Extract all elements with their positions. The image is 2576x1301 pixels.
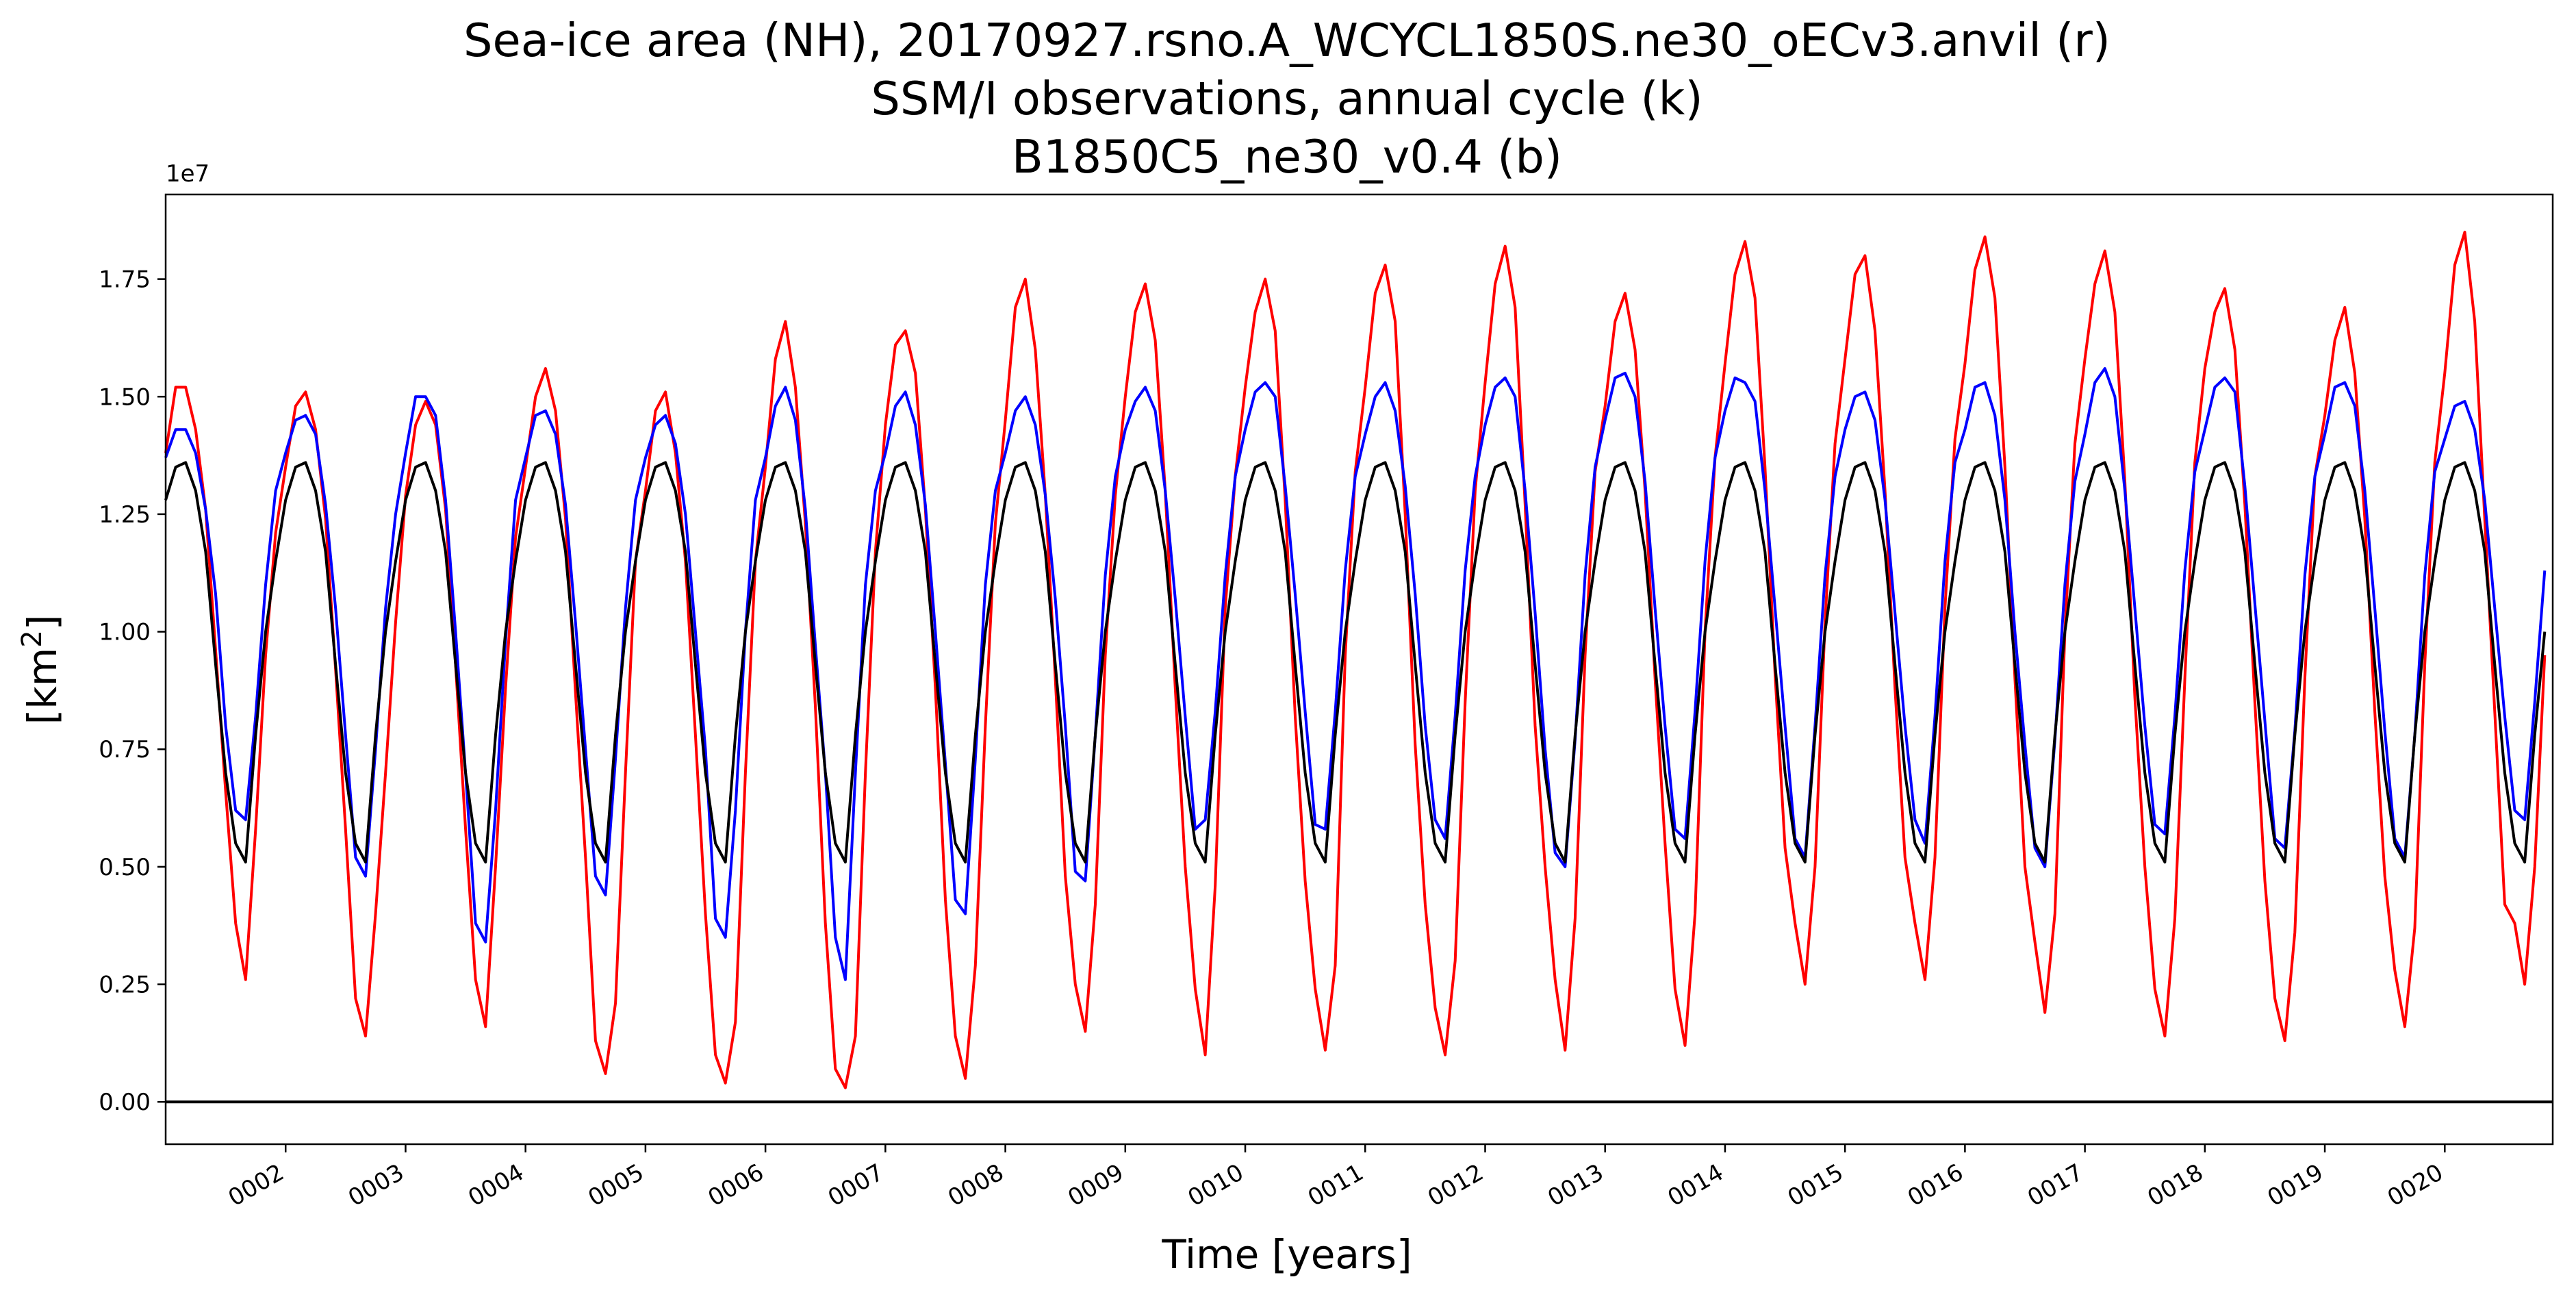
y-tick-label: 0.75	[99, 736, 151, 763]
y-axis-label-close: ]	[19, 615, 66, 631]
y-axis-label: [km2]	[16, 615, 66, 725]
y-tick-label: 1.75	[99, 266, 151, 294]
chart-title-line-3: B1850C5_ne30_v0.4 (b)	[1012, 130, 1562, 184]
y-axis-offset-label: 1e7	[166, 160, 209, 188]
plot-area	[166, 194, 2553, 1144]
chart-title-line-1: Sea-ice area (NH), 20170927.rsno.A_WCYCL…	[463, 14, 2110, 67]
y-tick-label: 1.50	[99, 383, 151, 411]
y-tick-label: 1.00	[99, 619, 151, 646]
y-axis-ticks: 0.00 0.25 0.50 0.75 1.00 1.25 1.50 1.75	[99, 266, 166, 1116]
y-tick-label: 0.50	[99, 854, 151, 881]
series-line-2	[164, 367, 2547, 981]
y-tick-label: 0.25	[99, 972, 151, 999]
y-axis-label-superscript: 2	[16, 630, 48, 647]
chart-title-line-2: SSM/I observations, annual cycle (k)	[871, 72, 1703, 125]
y-tick-label: 0.00	[99, 1089, 151, 1116]
plot-frame	[164, 193, 2554, 1146]
y-axis-label-base: [km	[19, 648, 66, 725]
series-layer	[164, 230, 2547, 1089]
series-line-3	[164, 461, 2547, 863]
y-tick-label: 1.25	[99, 501, 151, 529]
x-axis-label: Time [years]	[1161, 1231, 1412, 1278]
